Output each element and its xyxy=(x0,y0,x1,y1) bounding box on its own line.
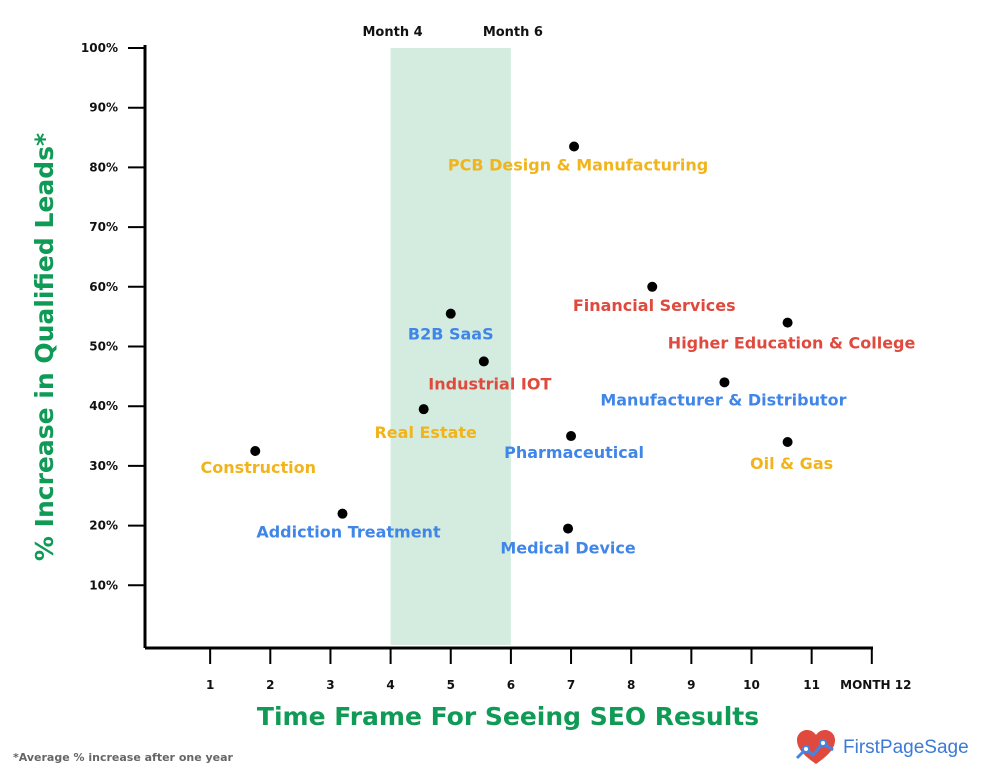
x-tick-label: 10 xyxy=(743,678,760,692)
band-label: Month 6 xyxy=(483,25,543,40)
point-label: Industrial IOT xyxy=(428,374,551,393)
data-point xyxy=(337,508,348,519)
x-tick-label: MONTH 12 xyxy=(840,678,911,692)
y-tick-label: 60% xyxy=(89,280,118,294)
point-label: B2B SaaS xyxy=(408,325,494,344)
footnote: *Average % increase after one year xyxy=(13,751,233,764)
point-label: Higher Education & College xyxy=(668,334,916,353)
x-tick-label: 3 xyxy=(326,678,334,692)
x-tick-label: 1 xyxy=(206,678,214,692)
x-tick-label: 8 xyxy=(627,678,635,692)
x-tick-label: 6 xyxy=(507,678,515,692)
y-tick-label: 90% xyxy=(89,101,118,115)
x-tick-label: 2 xyxy=(266,678,274,692)
data-point xyxy=(719,377,730,388)
y-tick-label: 20% xyxy=(89,519,118,533)
logo-text: FirstPageSage xyxy=(843,737,969,758)
data-point xyxy=(566,431,577,442)
x-tick-label: 9 xyxy=(687,678,695,692)
data-point xyxy=(418,404,429,415)
y-tick-label: 100% xyxy=(81,41,118,55)
brand-logo: FirstPageSage xyxy=(793,728,969,768)
y-tick-label: 70% xyxy=(89,220,118,234)
data-point xyxy=(445,308,456,319)
data-point xyxy=(647,281,658,292)
heart-chart-icon xyxy=(795,730,835,764)
x-tick-label: 7 xyxy=(567,678,575,692)
point-label: Construction xyxy=(200,458,316,477)
y-tick-label: 50% xyxy=(89,340,118,354)
data-point xyxy=(782,317,793,328)
y-tick-label: 30% xyxy=(89,459,118,473)
y-tick-label: 40% xyxy=(89,399,118,413)
x-tick-label: 4 xyxy=(386,678,394,692)
data-point xyxy=(563,523,574,534)
point-label: Oil & Gas xyxy=(750,454,833,473)
x-tick-label: 11 xyxy=(803,678,820,692)
y-axis-label: % Increase in Qualified Leads* xyxy=(30,133,59,561)
band-label: Month 4 xyxy=(363,25,423,40)
x-tick-label: 5 xyxy=(447,678,455,692)
point-label: Medical Device xyxy=(500,539,636,558)
point-label: Manufacturer & Distributor xyxy=(600,390,846,409)
point-label: Financial Services xyxy=(573,296,736,315)
point-label: Addiction Treatment xyxy=(256,523,441,542)
y-tick-label: 80% xyxy=(89,160,118,174)
highlight-band xyxy=(390,48,511,645)
x-axis-label: Time Frame For Seeing SEO Results xyxy=(256,702,760,731)
point-label: Pharmaceutical xyxy=(504,443,644,462)
point-label: PCB Design & Manufacturing xyxy=(448,156,708,175)
data-point xyxy=(569,141,580,152)
y-tick-label: 10% xyxy=(89,578,118,592)
point-label: Real Estate xyxy=(374,423,477,442)
data-point xyxy=(782,437,793,448)
data-point xyxy=(250,445,261,456)
data-point xyxy=(478,356,489,367)
